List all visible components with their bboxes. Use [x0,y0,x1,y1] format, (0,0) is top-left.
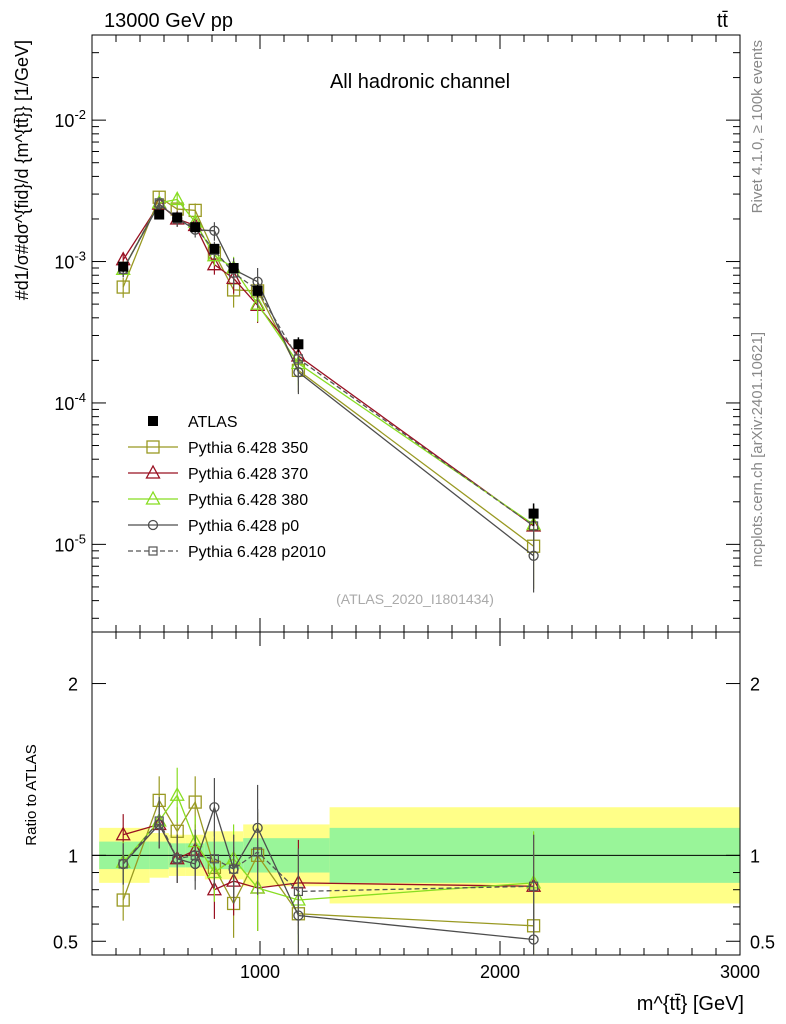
chart-title: All hadronic channel [330,71,510,93]
series-line [122,203,534,557]
series-line [122,196,534,547]
data-point [116,280,130,294]
series-1 [115,195,542,553]
legend: ATLAS Pythia 6.428 350 Pythia 6.428 370 Pyt… [128,414,326,561]
side-label-bottom: mcplots.cern.ch [arXiv:2401.10621] [749,332,766,567]
atlas-point [209,243,220,254]
ratio-y-tick-label: 2 [68,675,78,695]
data-point [250,295,266,310]
ratio-point [229,864,239,874]
ratio-y-tick-label: 0.5 [53,932,78,952]
legend-label: ATLAS [188,414,238,431]
side-label-top: Rivet 4.1.0, ≥ 100k events [749,40,766,213]
ratio-point [209,854,219,864]
ratio-point [154,816,164,826]
y-axis-label: #d1/σ#dσ^{fid}/d {m^{tt̄}} [1/GeV] [12,40,32,300]
ratio-point [172,854,182,864]
ratio-point [118,859,128,869]
y-tick-label: 10-2 [54,107,86,131]
ratio-panel: 0.5 0.5 1 1 2 2 1000 2000 3000 Ratio to ATLAS m^… [23,631,775,1015]
atlas-point [293,339,304,350]
legend-marker [148,416,158,426]
ratio-point [209,802,220,813]
ratio-point [169,786,185,801]
analysis-id: (ATLAS_2020_I1801434) [336,591,494,607]
data-point [154,198,164,208]
series-line [122,201,534,527]
ratio-panel-frame [91,631,741,956]
x-axis-label: m^{tt̄} [GeV] [637,993,744,1015]
data-point [169,191,185,206]
series-line [122,198,534,526]
ratio-y-tick-label-right: 0.5 [750,932,775,952]
legend-marker [147,519,159,531]
ratio-y-tick-label-right: 1 [750,846,760,866]
legend-marker [145,490,161,505]
series-4 [118,197,539,553]
atlas-point [118,261,129,272]
ratio-point [115,826,131,841]
ratio-point [188,795,202,809]
series-3 [118,198,539,593]
ratio-point [528,881,539,891]
data-point [206,256,222,271]
atlas-point [228,263,239,274]
series-2 [115,191,542,552]
legend-marker [146,440,160,454]
series-0 [116,190,541,589]
ratio-y-label: Ratio to ATLAS [23,744,40,845]
legend-marker [145,464,161,479]
main-panel: 10-5 10-4 10-3 10-2 All hadronic channel (A… [12,34,741,633]
atlas-point [528,508,539,519]
legend-label: Pythia 6.428 370 [188,466,308,483]
header-right: tt̄ [717,10,729,32]
y-tick-label: 10-5 [54,531,86,555]
legend-marker [148,546,158,556]
ratio-series-4 [118,796,539,938]
atlas-point [252,285,263,296]
atlas-point [172,212,183,223]
main-panel-frame [91,34,741,633]
legend-label: Pythia 6.428 p2010 [188,544,326,561]
ratio-line [122,819,534,893]
atlas-data [118,209,539,526]
ratio-point [190,850,200,860]
header-left: 13000 GeV pp [104,10,233,32]
ratio-y-tick-label-right: 2 [750,675,760,695]
y-tick-label: 10-3 [54,249,86,273]
ratio-y-tick-label: 1 [68,846,78,866]
atlas-point [190,222,201,233]
x-tick-label: 1000 [240,962,280,982]
x-tick-label: 2000 [480,962,520,982]
ratio-point [293,886,303,897]
atlas-point [154,209,165,220]
legend-label: Pythia 6.428 p0 [188,518,299,535]
ratio-point [253,847,263,857]
series-line [122,203,534,527]
y-tick-label: 10-4 [54,390,86,414]
data-point [209,225,220,236]
x-tick-label: 3000 [720,962,760,982]
legend-label: Pythia 6.428 350 [188,440,308,457]
data-point [293,354,303,364]
ratio-point [116,893,130,907]
legend-label: Pythia 6.428 380 [188,492,308,509]
